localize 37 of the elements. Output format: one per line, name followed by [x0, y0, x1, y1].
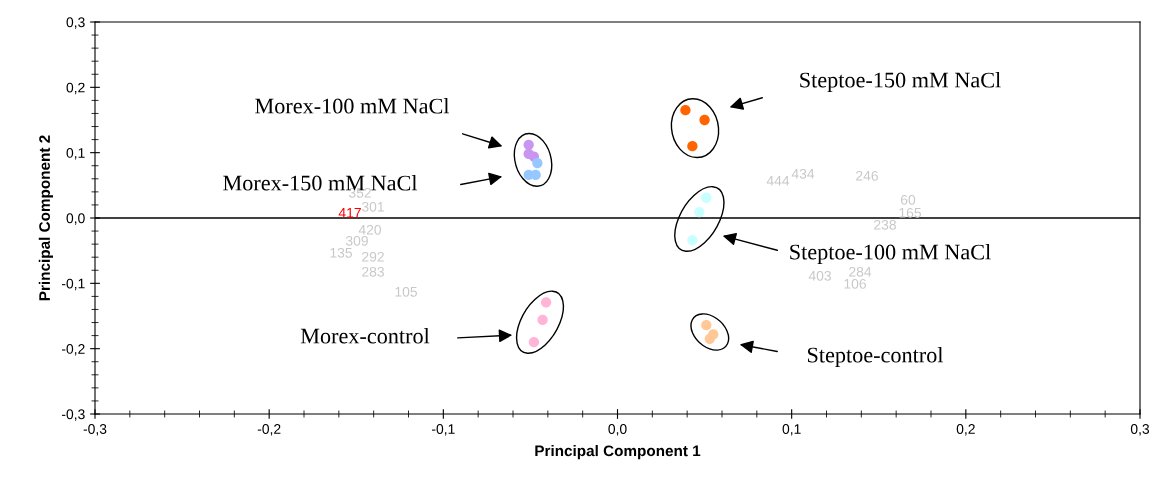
- y-tick-label: -0,3: [61, 409, 85, 421]
- y-tick-label: -0,2: [61, 344, 85, 356]
- point: [532, 157, 543, 169]
- annotation: 165: [899, 207, 922, 218]
- point: [523, 139, 534, 150]
- point: [680, 105, 691, 116]
- y-tick-label: 0,1: [66, 148, 85, 160]
- y-tick-label: 0,0: [66, 213, 85, 225]
- x-tick-label: -0,1: [431, 424, 455, 436]
- x-tick-label: -0,2: [257, 424, 281, 436]
- y-tick-label: 0,3: [66, 17, 85, 29]
- point: [704, 333, 715, 345]
- point: [540, 297, 552, 308]
- y-axis-title: Principal Component 2: [38, 135, 54, 301]
- x-tick-label: -0,3: [83, 424, 107, 436]
- point: [699, 114, 710, 126]
- point: [701, 192, 712, 203]
- annotation: Steptoe-150 mM NaCl: [800, 71, 1001, 93]
- y-tick-label: -0,1: [61, 278, 85, 291]
- x-axis-title: Principal Component 1: [535, 445, 701, 460]
- annotation: 301: [361, 201, 384, 212]
- annotation: Morex-control: [300, 327, 430, 344]
- x-tick-label: 0,1: [782, 424, 801, 436]
- annotation: Morex-100 mM NaCl: [255, 97, 450, 114]
- x-tick-label: 0,3: [1130, 424, 1150, 436]
- annotation: Steptoe-control: [807, 346, 944, 368]
- y-tick-label: 0,2: [66, 82, 85, 95]
- annotation: Steptoe-100 mM NaCl: [790, 243, 991, 265]
- annotation: 417: [338, 208, 361, 218]
- point: [528, 336, 540, 348]
- point: [687, 140, 698, 152]
- x-tick-label: 0,0: [608, 424, 627, 436]
- point: [701, 320, 712, 331]
- x-tick-label: 0,2: [956, 424, 975, 436]
- point: [694, 206, 705, 218]
- point: [687, 235, 698, 246]
- point: [537, 314, 548, 326]
